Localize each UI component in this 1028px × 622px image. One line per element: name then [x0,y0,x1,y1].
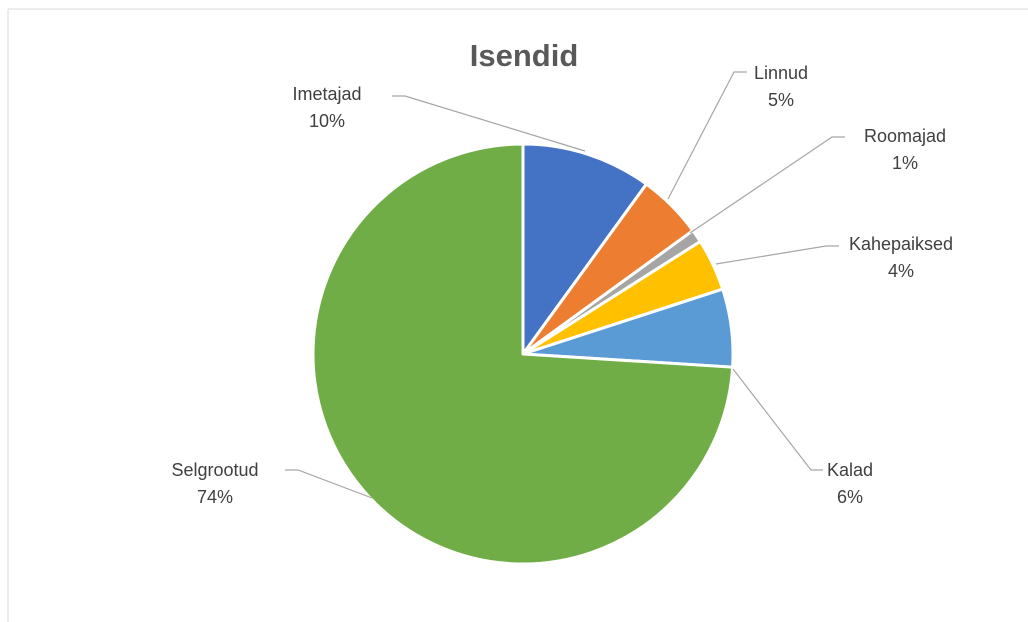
slice-value-kahepaiksed: 4% [888,261,914,281]
chart-title: Isendid [470,38,579,73]
slice-value-selgrootud: 74% [197,487,233,507]
slice-label-kahepaiksed: Kahepaiksed [849,234,953,254]
leader-line-linnud [667,71,747,200]
slice-label-linnud: Linnud [754,63,808,83]
slice-value-imetajad: 10% [309,111,345,131]
pie-slice-imetajad [521,142,648,356]
slice-label-selgrootud: Selgrootud [171,460,258,480]
slice-label-kalad: Kalad [827,460,873,480]
leader-line-kalad [732,368,823,471]
slice-value-kalad: 6% [837,487,863,507]
leader-lines [285,71,845,499]
leader-line-imetajad [392,95,586,152]
data-labels: Imetajad 10% Linnud 5% Roomajad 1% Kahepaiksed… [171,63,953,507]
slice-label-imetajad: Imetajad [292,84,361,104]
slice-label-roomajad: Roomajad [864,126,946,146]
pie-slices [311,142,735,566]
leader-line-kahepaiksed [715,245,839,265]
slice-value-linnud: 5% [768,90,794,110]
leader-line-roomajad [689,136,845,234]
leader-line-selgrootud [285,469,373,499]
slice-value-roomajad: 1% [892,153,918,173]
